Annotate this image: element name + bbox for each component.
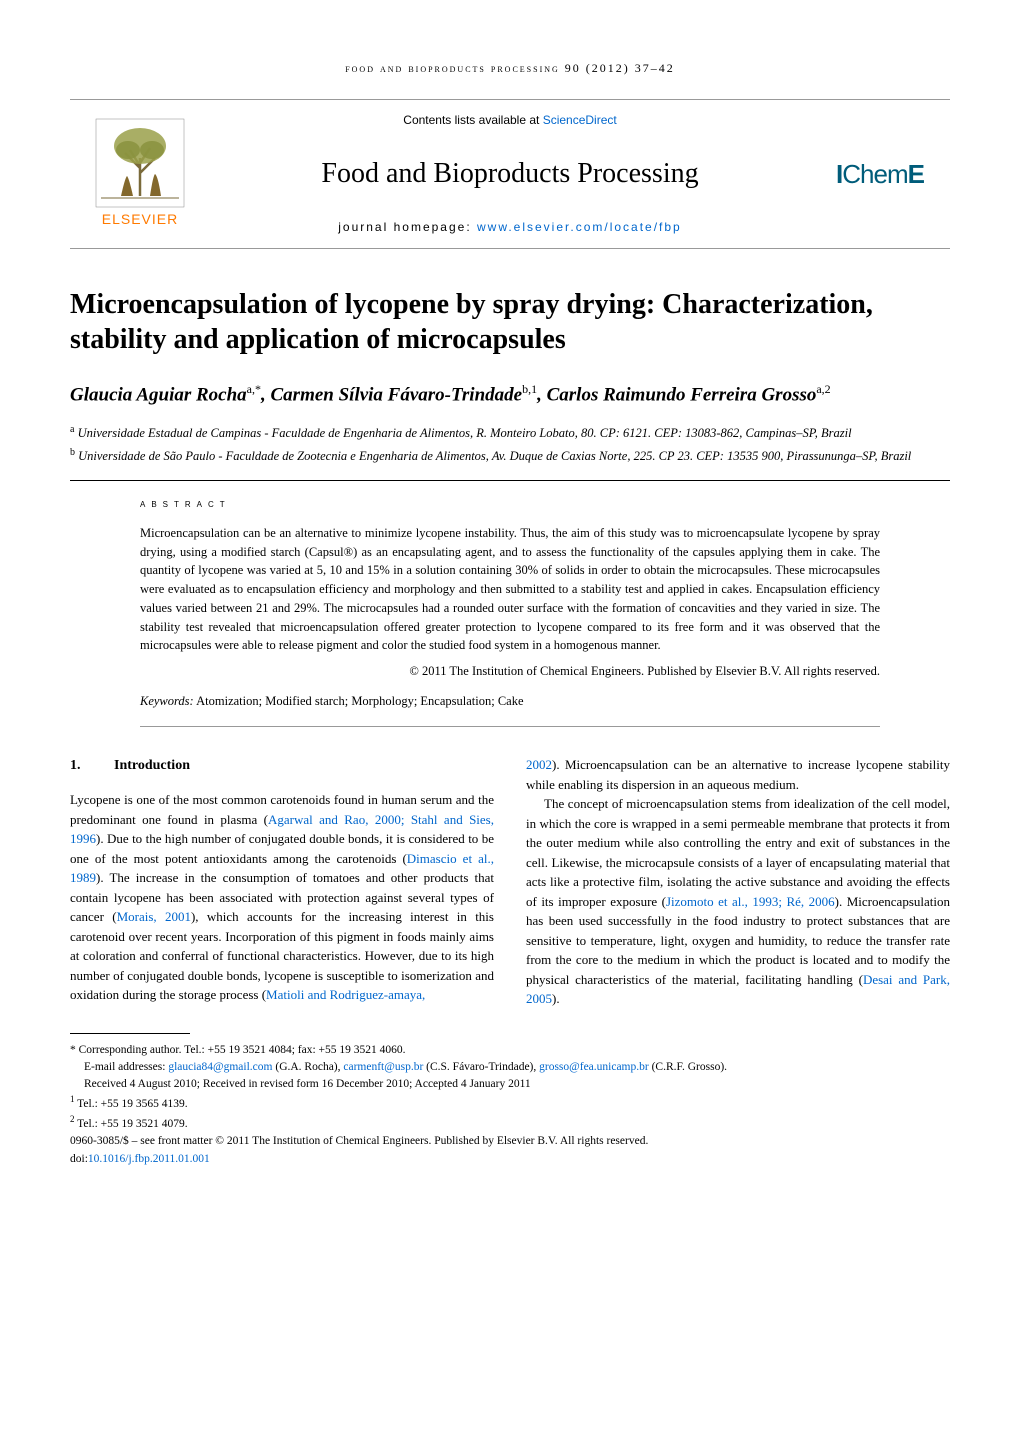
tel2-text: Tel.: +55 19 3521 4079. bbox=[75, 1118, 188, 1130]
tel-2: 2 Tel.: +55 19 3521 4079. bbox=[70, 1113, 950, 1133]
contents-available-line: Contents lists available at ScienceDirec… bbox=[403, 112, 616, 129]
icheme-logo: IChemE bbox=[836, 156, 924, 192]
ref-matioli-cont[interactable]: 2002 bbox=[526, 757, 552, 772]
front-matter-copyright: 0960-3085/$ – see front matter © 2011 Th… bbox=[70, 1133, 950, 1150]
tel-1: 1 Tel.: +55 19 3565 4139. bbox=[70, 1093, 950, 1113]
author-2: Carmen Sílvia Fávaro-Trindade bbox=[271, 384, 523, 405]
keywords-line: Keywords: Atomization; Modified starch; … bbox=[140, 693, 880, 711]
email-favaro[interactable]: carmenft@usp.br bbox=[343, 1061, 423, 1073]
author-1: Glaucia Aguiar Rocha bbox=[70, 384, 247, 405]
icheme-e: E bbox=[908, 159, 924, 189]
email-rocha[interactable]: glaucia84@gmail.com bbox=[168, 1061, 272, 1073]
doi-line: doi:10.1016/j.fbp.2011.01.001 bbox=[70, 1151, 950, 1168]
email2-who: (C.S. Fávaro-Trindade), bbox=[423, 1061, 539, 1073]
email3-who: (C.R.F. Grosso). bbox=[649, 1061, 727, 1073]
affil-a-sup: a bbox=[70, 424, 74, 435]
icheme-logo-cell: IChemE bbox=[810, 100, 950, 248]
abstract-heading: abstract bbox=[140, 495, 880, 512]
article-title: Microencapsulation of lycopene by spray … bbox=[70, 287, 950, 357]
r-p2-text-c: ). bbox=[552, 991, 560, 1006]
author-3-affil: a,2 bbox=[816, 382, 830, 396]
journal-header: ELSEVIER Contents lists available at Sci… bbox=[70, 99, 950, 249]
author-1-affil: a,* bbox=[247, 382, 261, 396]
section-number: 1. bbox=[70, 755, 114, 776]
author-3: Carlos Raimundo Ferreira Grosso bbox=[547, 384, 817, 405]
author-list: Glaucia Aguiar Rochaa,*, Carmen Sílvia F… bbox=[70, 381, 950, 409]
homepage-link[interactable]: www.elsevier.com/locate/fbp bbox=[477, 220, 682, 234]
affil-a-text: Universidade Estadual de Campinas - Facu… bbox=[78, 426, 852, 440]
r-p1-text-a: ). Microencapsulation can be an alternat… bbox=[526, 757, 950, 792]
section-title: Introduction bbox=[114, 758, 190, 773]
footnote-rule bbox=[70, 1033, 190, 1034]
abstract-block: abstract Microencapsulation can be an al… bbox=[70, 495, 950, 727]
keywords-label: Keywords: bbox=[140, 694, 194, 708]
doi-link[interactable]: 10.1016/j.fbp.2011.01.001 bbox=[88, 1153, 210, 1165]
r-p2-text-a: The concept of microencapsulation stems … bbox=[526, 796, 950, 909]
running-head: food and bioproducts processing 90 (2012… bbox=[70, 60, 950, 77]
affil-b-text: Universidade de São Paulo - Faculdade de… bbox=[78, 450, 911, 464]
author-2-affil: b,1 bbox=[522, 382, 537, 396]
ref-jizomoto[interactable]: Jizomoto et al., 1993; Ré, 2006 bbox=[666, 894, 835, 909]
abstract-copyright: © 2011 The Institution of Chemical Engin… bbox=[140, 663, 880, 681]
footnotes: * Corresponding author. Tel.: +55 19 352… bbox=[70, 1042, 950, 1168]
ref-matioli[interactable]: Matioli and Rodriguez-amaya, bbox=[266, 987, 425, 1002]
header-center: Contents lists available at ScienceDirec… bbox=[210, 100, 810, 248]
right-column: 2002). Microencapsulation can be an alte… bbox=[526, 755, 950, 1009]
journal-title: Food and Bioproducts Processing bbox=[321, 154, 698, 193]
doi-prefix: doi: bbox=[70, 1153, 88, 1165]
ref-morais[interactable]: Morais, 2001 bbox=[117, 909, 191, 924]
email-grosso[interactable]: grosso@fea.unicamp.br bbox=[539, 1061, 649, 1073]
intro-paragraph-right-1: 2002). Microencapsulation can be an alte… bbox=[526, 755, 950, 794]
rule-below-abstract bbox=[140, 726, 880, 727]
email-line: E-mail addresses: glaucia84@gmail.com (G… bbox=[70, 1059, 950, 1076]
section-1-heading: 1.Introduction bbox=[70, 755, 494, 776]
sciencedirect-link[interactable]: ScienceDirect bbox=[543, 113, 617, 127]
contents-prefix: Contents lists available at bbox=[403, 113, 542, 127]
affiliation-a: a Universidade Estadual de Campinas - Fa… bbox=[70, 423, 950, 443]
received-line: Received 4 August 2010; Received in revi… bbox=[70, 1076, 950, 1093]
intro-paragraph-right-2: The concept of microencapsulation stems … bbox=[526, 794, 950, 1009]
elsevier-tree-icon bbox=[95, 118, 185, 208]
elsevier-logo-cell: ELSEVIER bbox=[70, 100, 210, 248]
email1-who: (G.A. Rocha), bbox=[272, 1061, 343, 1073]
homepage-prefix: journal homepage: bbox=[338, 220, 477, 234]
elsevier-wordmark: ELSEVIER bbox=[102, 210, 178, 230]
left-column: 1.Introduction Lycopene is one of the mo… bbox=[70, 755, 494, 1009]
corresponding-author: * Corresponding author. Tel.: +55 19 352… bbox=[70, 1042, 950, 1059]
rule-above-abstract bbox=[70, 480, 950, 481]
affil-b-sup: b bbox=[70, 447, 75, 458]
body-columns: 1.Introduction Lycopene is one of the mo… bbox=[70, 755, 950, 1009]
icheme-chem: Chem bbox=[842, 159, 907, 189]
intro-paragraph-left: Lycopene is one of the most common carot… bbox=[70, 790, 494, 1005]
affiliation-b: b Universidade de São Paulo - Faculdade … bbox=[70, 446, 950, 466]
journal-homepage-line: journal homepage: www.elsevier.com/locat… bbox=[338, 219, 681, 236]
keywords-text: Atomization; Modified starch; Morphology… bbox=[194, 694, 524, 708]
emails-prefix: E-mail addresses: bbox=[84, 1061, 168, 1073]
tel1-text: Tel.: +55 19 3565 4139. bbox=[75, 1098, 188, 1110]
abstract-text: Microencapsulation can be an alternative… bbox=[140, 524, 880, 655]
